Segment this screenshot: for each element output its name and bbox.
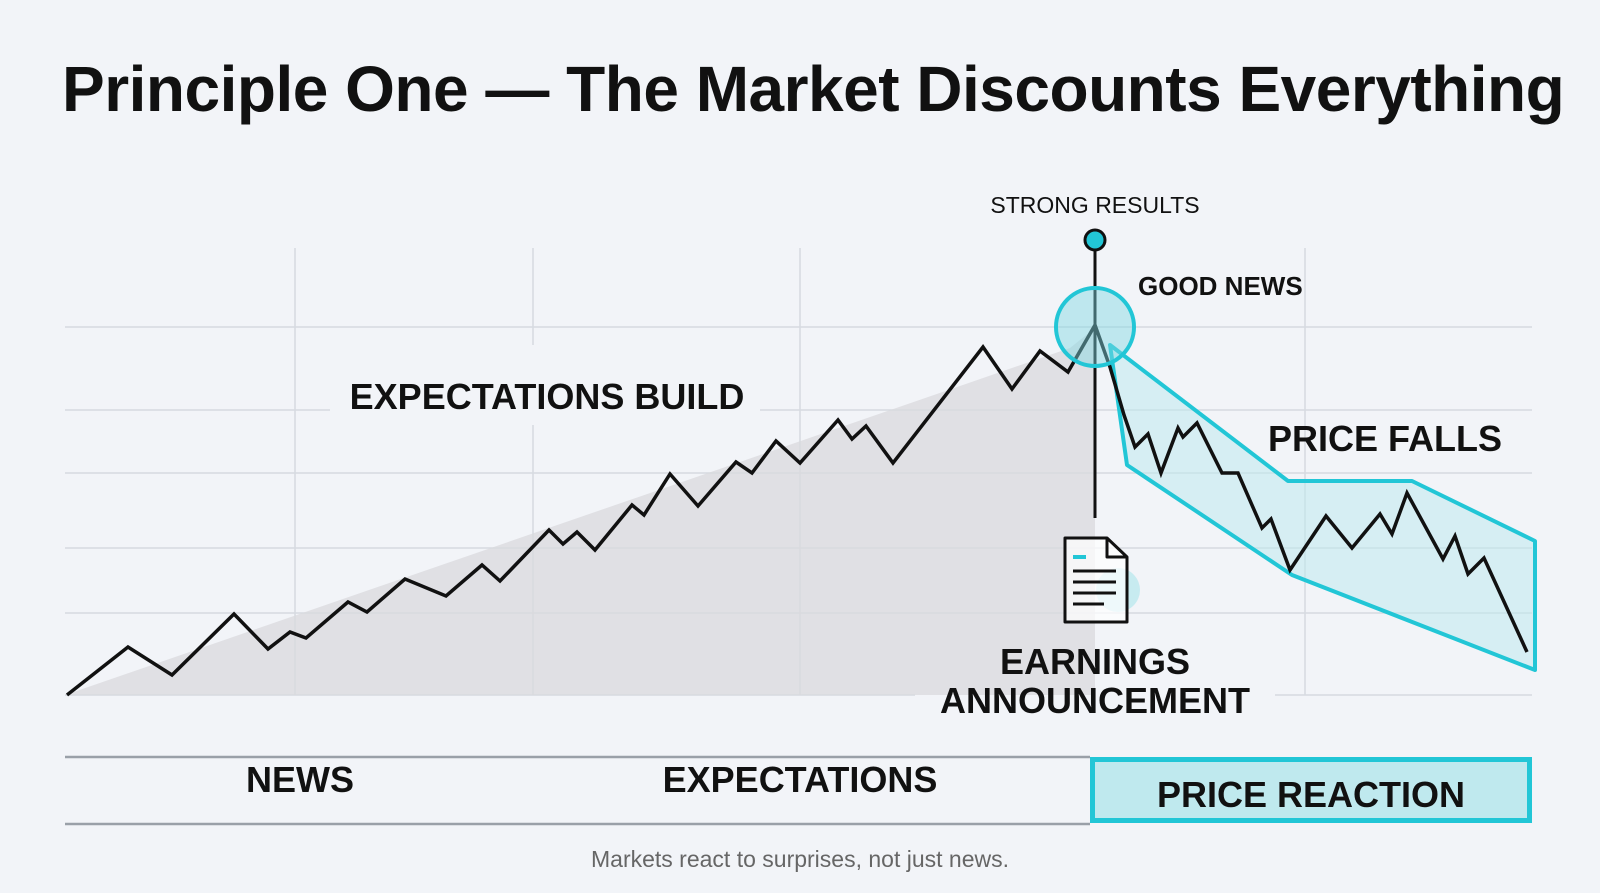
price-line [65,320,1529,697]
downtrend-channel [1108,343,1537,672]
document-icon [1063,536,1140,624]
announcement-label: ANNOUNCEMENT [940,680,1250,721]
band-news: NEWS [246,759,354,800]
good-news-highlight [1054,286,1136,368]
price-falls-label: PRICE FALLS [1268,418,1502,459]
good-news-label: GOOD NEWS [1138,271,1303,301]
strong-results-pin [1083,228,1107,252]
band-price-reaction: PRICE REACTION [1090,757,1532,823]
caption: Markets react to surprises, not just new… [591,846,1009,872]
band-expectations: EXPECTATIONS [662,759,938,800]
expectations-area [65,328,1095,695]
strong-results-label: STRONG RESULTS [990,192,1199,218]
expectations-build-label: EXPECTATIONS BUILD [350,376,745,417]
earnings-label: EARNINGS [1000,641,1190,682]
page-title: Principle One — The Market Discounts Eve… [62,53,1565,125]
